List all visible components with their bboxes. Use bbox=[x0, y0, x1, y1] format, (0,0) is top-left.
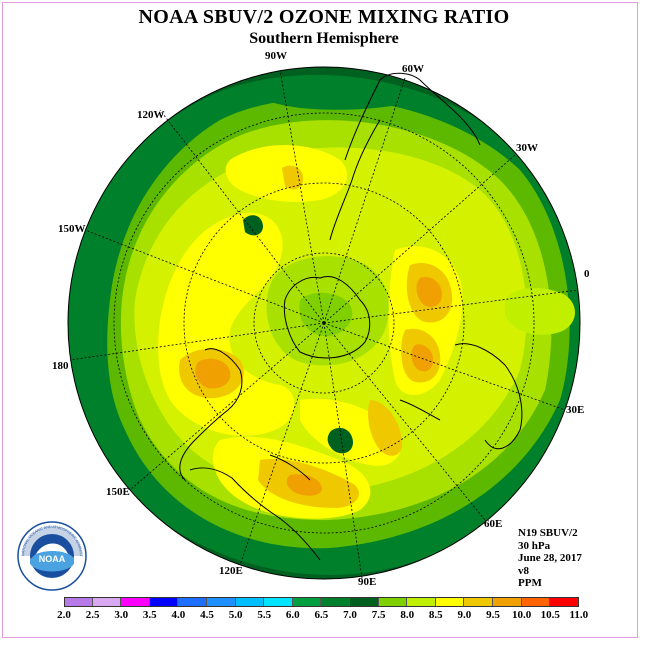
colorbar-tick-label: 4.0 bbox=[171, 609, 186, 621]
lon-label-60w: 60W bbox=[402, 63, 424, 75]
info-level: 30 hPa bbox=[518, 539, 551, 552]
lon-label-120e: 120E bbox=[219, 565, 243, 577]
colorbar-swatch bbox=[149, 597, 179, 607]
map-title: NOAA SBUV/2 OZONE MIXING RATIO bbox=[138, 6, 510, 28]
colorbar-swatch bbox=[350, 597, 379, 607]
coastlines bbox=[179, 72, 523, 561]
colorbar-swatch bbox=[264, 597, 293, 607]
colorbar-tick-label: 7.0 bbox=[343, 609, 357, 621]
colorbar-tick-label: 4.5 bbox=[200, 609, 214, 621]
lon-label-150e: 150E bbox=[106, 486, 130, 498]
colorbar-tick-label: 6.5 bbox=[314, 609, 329, 621]
lon-label-120w: 120W bbox=[137, 109, 165, 121]
colorbar-swatch bbox=[521, 597, 551, 607]
graticule bbox=[69, 69, 579, 579]
colorbar-tick-label: 11.0 bbox=[569, 609, 589, 621]
lon-label-0: 0 bbox=[584, 268, 590, 280]
colorbar-tick-label: 5.5 bbox=[257, 609, 272, 621]
colorbar-swatch bbox=[378, 597, 408, 607]
colorbar-swatch bbox=[92, 597, 122, 607]
colorbar-swatch bbox=[207, 597, 236, 607]
lon-label-180: 180 bbox=[52, 360, 69, 372]
colorbar-tick-label: 6.0 bbox=[285, 609, 300, 621]
colorbar-swatch bbox=[321, 597, 350, 607]
colorbar-tick-label: 9.5 bbox=[486, 609, 500, 621]
colorbar-tick-label: 3.0 bbox=[114, 609, 129, 621]
colorbar-swatch bbox=[178, 597, 207, 607]
colorbar-border bbox=[64, 597, 579, 607]
lon-label-30e: 30E bbox=[566, 404, 585, 416]
lon-label-90e: 90E bbox=[358, 576, 377, 588]
colorbar-tick-label: 7.5 bbox=[371, 609, 386, 621]
info-units: PPM bbox=[518, 577, 542, 589]
map-boundary bbox=[67, 66, 581, 580]
colorbar-swatch bbox=[435, 597, 465, 607]
colorbar-swatch bbox=[64, 597, 93, 607]
lon-label-60e: 60E bbox=[484, 518, 503, 530]
colorbar-tick-label: 5.0 bbox=[228, 609, 243, 621]
colorbar-swatch bbox=[121, 597, 150, 607]
lon-label-90w: 90W bbox=[265, 50, 287, 62]
colorbar-tick-label: 3.5 bbox=[142, 609, 157, 621]
colorbar-tick-label: 9.0 bbox=[457, 609, 472, 621]
logo-text: NOAA bbox=[39, 554, 66, 564]
noaa-logo: NOAA NATIONAL OCEANIC AND ATMOSPHERIC AD… bbox=[16, 520, 87, 591]
colorbar-tick-label: 2.5 bbox=[85, 609, 100, 621]
colorbar-tick-label: 2.0 bbox=[57, 609, 71, 621]
info-date: June 28, 2017 bbox=[518, 552, 582, 564]
colorbar-swatch bbox=[292, 597, 322, 607]
lon-label-150w: 150W bbox=[58, 223, 86, 235]
colorbar-swatch bbox=[235, 597, 265, 607]
lon-label-30w: 30W bbox=[516, 142, 538, 154]
info-block: N19 SBUV/2 30 hPa June 28, 2017 v8 PPM bbox=[518, 527, 582, 590]
colorbar-tick-label: 8.5 bbox=[428, 609, 443, 621]
colorbar-swatch bbox=[464, 597, 493, 607]
colorbar-swatch bbox=[407, 597, 436, 607]
colorbar-swatch bbox=[493, 597, 522, 607]
map-subtitle: Southern Hemisphere bbox=[249, 30, 399, 47]
colorbar-tick-label: 10.0 bbox=[511, 609, 532, 621]
colorbar-tick-label: 8.0 bbox=[400, 609, 415, 621]
info-satellite: N19 SBUV/2 bbox=[518, 527, 578, 539]
figure-frame bbox=[2, 2, 638, 638]
colorbar-tick-label: 10.5 bbox=[540, 609, 560, 621]
info-version: v8 bbox=[518, 564, 529, 577]
